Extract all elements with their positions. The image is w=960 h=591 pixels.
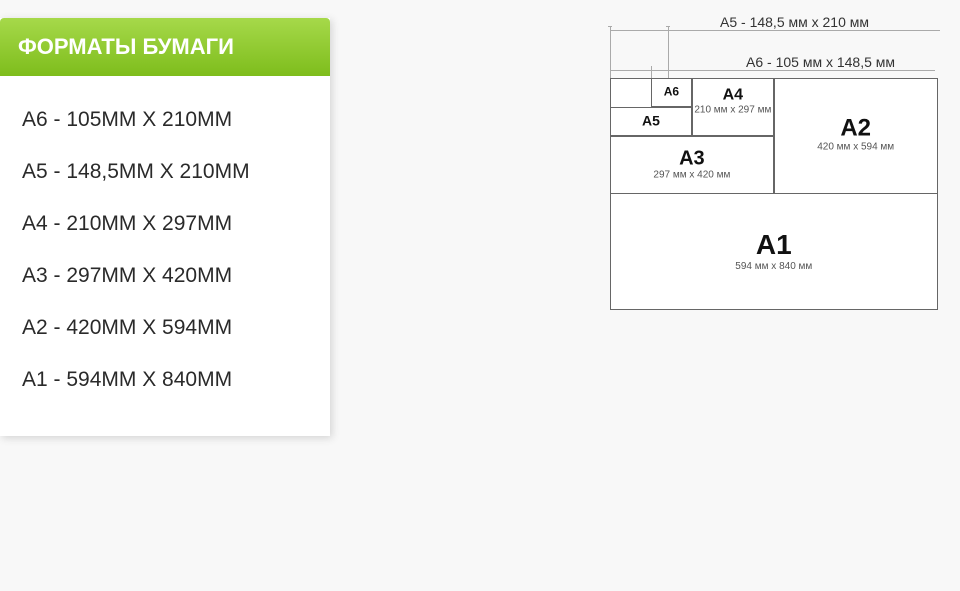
guide-line xyxy=(610,26,611,78)
list-item: A6 - 105MM X 210MM xyxy=(0,94,330,146)
box-label-a1: A1594 мм x 840 мм xyxy=(611,230,937,272)
callout-a6: A6 - 105 мм x 148,5 мм xyxy=(746,54,895,70)
box-a5: A5 xyxy=(610,107,692,136)
box-label-a4: A4210 мм x 297 мм xyxy=(693,87,773,116)
box-label-a6: A6 xyxy=(652,85,691,98)
list-item: A3 - 297MM X 420MM xyxy=(0,250,330,302)
list-item: A1 - 594MM X 840MM xyxy=(0,354,330,406)
box-label-a5: A5 xyxy=(611,113,691,128)
box-a4: A4210 мм x 297 мм xyxy=(692,78,774,136)
box-label-a3: A3297 мм x 420 мм xyxy=(611,147,773,180)
guide-line xyxy=(610,70,935,71)
guide-line xyxy=(651,66,652,78)
box-a3: A3297 мм x 420 мм xyxy=(610,136,774,194)
formats-panel: ФОРМАТЫ БУМАГИ A6 - 105MM X 210MM A5 - 1… xyxy=(0,18,330,436)
guide-tick xyxy=(608,26,612,27)
box-a6: A6 xyxy=(651,78,692,107)
list-item: A5 - 148,5MM X 210MM xyxy=(0,146,330,198)
guide-line xyxy=(668,26,669,78)
guide-tick xyxy=(666,26,670,27)
callout-a5: A5 - 148,5 мм x 210 мм xyxy=(720,14,869,30)
format-list: A6 - 105MM X 210MM A5 - 148,5MM X 210MM … xyxy=(0,76,330,436)
guide-line xyxy=(610,30,940,31)
list-item: A4 - 210MM X 297MM xyxy=(0,198,330,250)
panel-title: ФОРМАТЫ БУМАГИ xyxy=(0,18,330,76)
box-label-a2: A2420 мм x 594 мм xyxy=(775,115,937,152)
box-a2: A2420 мм x 594 мм xyxy=(774,78,938,194)
list-item: A2 - 420MM X 594MM xyxy=(0,302,330,354)
